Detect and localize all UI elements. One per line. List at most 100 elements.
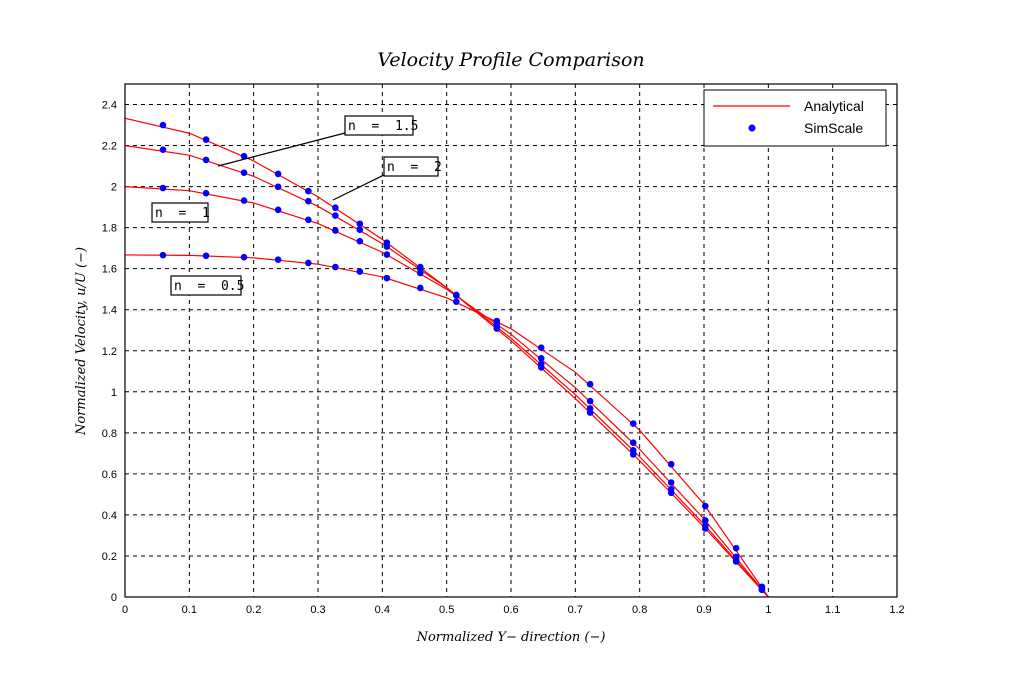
plot-frame <box>124 83 898 598</box>
x-tick-label: 0.2 <box>246 604 261 616</box>
y-tick-label: 1 <box>111 387 117 399</box>
simscale-point <box>159 184 167 192</box>
simscale-point <box>493 325 501 332</box>
simscale-point <box>240 253 248 261</box>
y-axis-label: Normalized Velocity, u/U (−) <box>74 247 89 436</box>
annotation-box <box>383 156 439 177</box>
simscale-point <box>537 364 545 371</box>
simscale-point <box>383 274 391 282</box>
simscale-point <box>356 268 364 275</box>
simscale-point <box>240 169 248 176</box>
simscale-point <box>332 204 339 212</box>
legend: Analytical SimScale <box>703 89 887 147</box>
simscale-point <box>537 355 545 362</box>
annotation-label: n = 1 <box>155 206 210 221</box>
simscale-point <box>274 170 282 178</box>
simscale-point <box>274 256 282 263</box>
analytical-line <box>124 117 769 598</box>
simscale-point <box>732 544 740 552</box>
y-tick-label: 1.4 <box>102 305 117 317</box>
simscale-point <box>305 259 312 267</box>
simscale-point <box>356 220 364 228</box>
simscale-point <box>305 216 312 224</box>
legend-box <box>703 89 887 147</box>
y-tick-label: 1.2 <box>102 346 117 358</box>
y-tick-label: 0.8 <box>102 428 117 440</box>
y-tick-label: 0.4 <box>102 510 117 522</box>
simscale-point <box>537 344 545 351</box>
simscale-point <box>701 517 709 524</box>
simscale-point <box>274 206 282 214</box>
x-tick-label: 0.4 <box>375 604 390 616</box>
simscale-point <box>758 586 766 594</box>
ticks: 0 0.1 0.2 0.3 0.4 0.5 0.6 0.7 0.8 0.9 1 1.1 1.2 0 0.2 0… <box>102 100 905 616</box>
simscale-point <box>332 263 339 271</box>
simscale-point <box>416 263 424 271</box>
simscale-point <box>383 239 391 246</box>
annotation-box <box>344 115 414 136</box>
simscale-point <box>586 380 594 388</box>
simscale-point <box>356 226 364 233</box>
annotation-label: n = 2 <box>387 160 442 175</box>
simscale-point <box>202 136 210 143</box>
x-tick-label: 0.5 <box>439 604 454 616</box>
legend-marker-swatch <box>748 124 756 132</box>
simscale-point <box>667 460 675 468</box>
simscale-point <box>667 479 675 486</box>
simscale-point <box>159 146 167 153</box>
simscale-point <box>453 291 460 299</box>
x-tick-label: 0 <box>122 604 128 616</box>
simscale-point <box>586 397 594 405</box>
legend-label-simscale: SimScale <box>804 120 863 136</box>
simscale-point <box>159 121 167 129</box>
simscale-point <box>701 502 709 510</box>
x-tick-label: 0.8 <box>632 604 647 616</box>
simscale-point <box>667 489 675 497</box>
simscale-point <box>159 251 167 259</box>
annotation-label: n = 0.5 <box>174 279 244 294</box>
y-tick-label: 1.6 <box>102 264 117 276</box>
simscale-point <box>629 420 637 427</box>
simscale-point <box>453 298 460 306</box>
chart-title: Velocity Profile Comparison <box>377 49 644 71</box>
analytical-line <box>124 186 769 598</box>
y-tick-label: 2.2 <box>102 141 117 153</box>
analytical-lines <box>124 117 769 598</box>
y-tick-label: 0 <box>111 592 117 604</box>
x-tick-label: 1.1 <box>825 604 840 616</box>
simscale-point <box>305 197 312 205</box>
y-tick-label: 1.8 <box>102 223 117 235</box>
x-tick-label: 1 <box>765 604 771 616</box>
simscale-point <box>629 439 637 446</box>
y-tick-label: 0.6 <box>102 469 117 481</box>
simscale-point <box>356 237 364 245</box>
x-tick-label: 0.6 <box>503 604 518 616</box>
simscale-point <box>202 156 210 164</box>
simscale-point <box>701 525 709 532</box>
simscale-point <box>202 189 210 197</box>
annotation-arrow <box>332 174 385 201</box>
simscale-point <box>332 227 339 234</box>
x-tick-label: 0.7 <box>568 604 583 616</box>
simscale-point <box>586 409 594 416</box>
annotations: n = 0.5 n = 1 n = 1.5 n = 2 <box>151 115 442 296</box>
x-axis-label: Normalized Y− direction (−) <box>416 630 606 645</box>
x-tick-label: 0.1 <box>182 604 197 616</box>
legend-label-analytical: Analytical <box>804 98 864 114</box>
simscale-point <box>383 251 391 258</box>
annotation-arrow <box>217 132 346 167</box>
simscale-points <box>159 121 766 594</box>
x-tick-label: 0.3 <box>310 604 325 616</box>
annotation-box <box>151 202 209 223</box>
annotation-box <box>170 275 242 296</box>
analytical-line <box>124 254 769 598</box>
annotation-label: n = 1.5 <box>348 119 418 134</box>
grid <box>124 84 898 598</box>
y-tick-label: 0.2 <box>102 551 117 563</box>
simscale-point <box>332 212 339 219</box>
y-tick-label: 2.4 <box>102 100 117 112</box>
simscale-point <box>240 197 248 204</box>
simscale-point <box>202 252 210 260</box>
simscale-point <box>416 284 424 292</box>
